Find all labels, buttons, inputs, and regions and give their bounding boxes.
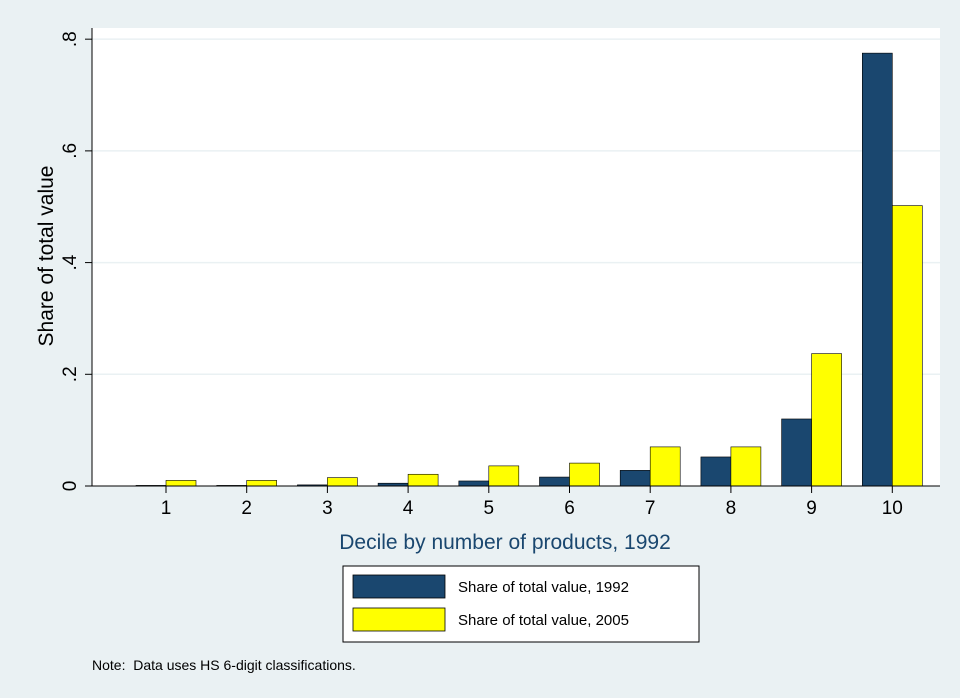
x-tick-label: 8 [726, 498, 737, 519]
bar-2005-decile-7 [649, 446, 681, 487]
y-tick-label: .2 [60, 366, 81, 382]
x-axis-label: Decile by number of products, 1992 [339, 531, 671, 554]
bar-2005-decile-3 [327, 477, 358, 487]
bar-1992-decile-10 [861, 52, 893, 487]
bar-2005-decile-1 [165, 480, 197, 487]
x-tick-label: 3 [322, 498, 333, 519]
bar-2005-decile-9 [811, 353, 842, 487]
chart-note: Note: Data uses HS 6-digit classificatio… [92, 657, 356, 673]
y-axis-label: Share of total value [35, 166, 58, 347]
bar-1992-decile-5 [458, 480, 490, 487]
x-tick-label: 9 [806, 498, 817, 519]
bar-2005-decile-4 [407, 473, 439, 487]
bar-2005-decile-10 [891, 205, 923, 487]
bar-2005-decile-6 [569, 462, 600, 487]
x-ticks: 1 2 3 4 5 6 7 8 9 10 [161, 486, 903, 519]
bar-1992-decile-8 [700, 456, 732, 487]
x-tick-label: 5 [484, 498, 495, 519]
x-tick-label: 1 [161, 498, 172, 519]
bar-1992-decile-9 [781, 418, 812, 487]
x-tick-label: 7 [645, 498, 656, 519]
y-tick-label: .4 [60, 254, 81, 270]
bar-2005-decile-8 [730, 446, 762, 487]
y-tick-label: .6 [60, 143, 81, 159]
axes [91, 28, 940, 487]
bar-1992-decile-7 [619, 470, 651, 487]
bar-2005-decile-2 [246, 480, 277, 487]
bar-2005-decile-5 [488, 465, 520, 487]
grid-lines [92, 38, 940, 376]
legend-swatch-1992 [352, 574, 446, 599]
legend-label-1992: Share of total value, 1992 [458, 579, 629, 596]
y-tick-label: 0 [60, 481, 81, 492]
bars [135, 52, 923, 487]
x-tick-label: 2 [241, 498, 252, 519]
plot-area [92, 28, 940, 486]
y-ticks: 0 .2 .4 .6 .8 [60, 31, 92, 491]
legend-label-2005: Share of total value, 2005 [458, 612, 629, 629]
x-tick-label: 10 [882, 498, 903, 519]
y-tick-label: .8 [60, 31, 81, 47]
bar-1992-decile-6 [539, 476, 570, 487]
x-tick-label: 4 [403, 498, 414, 519]
x-tick-label: 6 [564, 498, 575, 519]
legend: Share of total value, 1992 Share of tota… [342, 565, 700, 643]
legend-swatch-2005 [352, 607, 446, 632]
